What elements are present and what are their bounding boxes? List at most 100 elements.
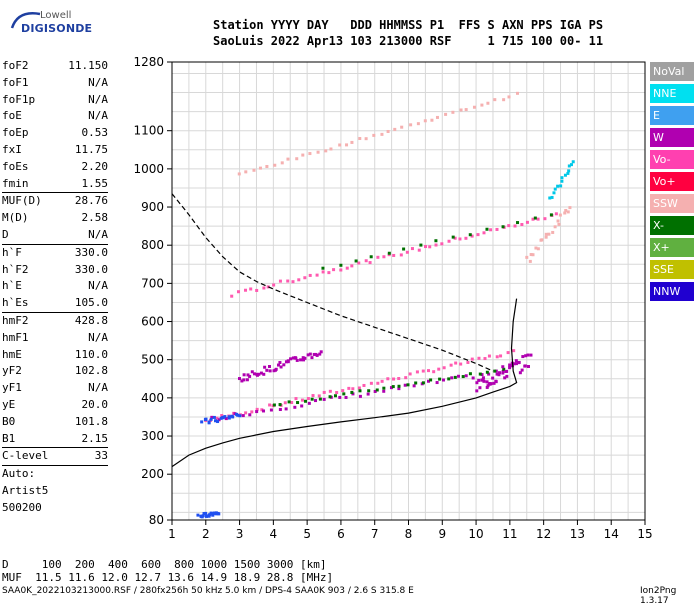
echo-point — [482, 379, 486, 383]
param-value: 330.0 — [74, 245, 108, 259]
echo-point — [502, 98, 506, 102]
echo-point — [421, 369, 425, 373]
param-key: foE — [2, 109, 22, 123]
echo-point — [344, 395, 348, 399]
echo-point — [428, 245, 432, 249]
echo-point — [372, 133, 376, 137]
echo-point — [250, 410, 254, 414]
param-key: foF2 — [2, 59, 29, 72]
echo-point — [272, 403, 276, 407]
legend-item: SSW — [650, 194, 694, 213]
echo-point — [338, 395, 342, 399]
param-row: B0 101.8 — [2, 414, 108, 431]
echo-point — [507, 95, 511, 99]
echo-point — [319, 350, 323, 354]
echo-point — [387, 251, 391, 255]
echo-point — [204, 514, 208, 518]
echo-point — [249, 287, 253, 291]
echo-point — [339, 263, 343, 267]
echo-point — [386, 129, 390, 133]
echo-point — [386, 377, 390, 381]
echo-point — [369, 255, 373, 259]
echo-point — [567, 164, 571, 168]
echo-point — [347, 386, 351, 390]
dashed-profile-curve — [171, 193, 494, 372]
echo-point — [259, 371, 263, 375]
echo-point — [230, 294, 234, 298]
echo-point — [236, 413, 240, 417]
echo-point — [470, 357, 474, 361]
echo-point — [397, 377, 401, 381]
echo-point — [338, 143, 342, 147]
echo-point — [495, 227, 499, 231]
echo-point — [444, 112, 448, 116]
echo-point — [382, 386, 386, 390]
echo-point — [267, 364, 271, 368]
echo-point — [521, 355, 525, 359]
echo-point — [419, 243, 423, 247]
echo-point — [529, 353, 533, 357]
echo-point — [373, 389, 377, 393]
echo-point — [557, 222, 561, 226]
echo-point — [301, 356, 305, 360]
echo-point — [501, 225, 505, 229]
echo-point — [350, 140, 354, 144]
echo-point — [266, 285, 270, 289]
param-key: hmF2 — [2, 313, 29, 327]
echo-point — [451, 110, 455, 114]
echo-point — [397, 387, 401, 391]
echo-point — [548, 196, 552, 200]
param-value: 2.20 — [81, 159, 109, 173]
echo-point — [429, 378, 433, 382]
echo-point — [210, 415, 214, 419]
echo-point — [329, 147, 333, 151]
echo-point — [314, 399, 318, 403]
echo-point — [257, 372, 261, 376]
param-value: N/A — [88, 75, 108, 89]
param-value: 428.8 — [74, 313, 108, 327]
echo-point — [201, 514, 205, 518]
echo-point — [560, 176, 564, 180]
echo-point — [376, 255, 380, 259]
param-row: C-level 33 — [2, 448, 108, 465]
echo-point — [392, 377, 396, 381]
param-value: 28.76 — [74, 194, 108, 208]
echo-point — [393, 127, 397, 131]
echo-point — [224, 417, 228, 421]
x-tick-label: 13 — [570, 527, 585, 541]
param-value: 33 — [94, 449, 108, 463]
echo-point — [544, 235, 548, 239]
x-tick-label: 8 — [405, 527, 413, 541]
param-key: fmin — [2, 176, 29, 190]
param-row: yE 20.0 — [2, 397, 108, 414]
echo-point — [376, 381, 380, 385]
echo-point — [513, 224, 517, 228]
legend-item: NNW — [650, 282, 694, 301]
echo-point — [289, 357, 293, 361]
echo-point — [424, 245, 428, 249]
echo-point — [553, 225, 557, 229]
echo-point — [406, 383, 410, 387]
echo-point — [493, 369, 497, 373]
echo-point — [294, 397, 298, 401]
param-value: 110.0 — [74, 347, 108, 361]
echo-point — [303, 356, 307, 360]
echo-point — [423, 119, 427, 123]
echo-point — [280, 161, 284, 165]
echo-point — [209, 417, 213, 421]
param-row: foF1 N/A — [2, 75, 108, 92]
echo-point — [495, 355, 499, 359]
echo-point — [342, 392, 346, 396]
echo-point — [558, 213, 562, 217]
x-tick-label: 11 — [502, 527, 517, 541]
echo-point — [427, 369, 431, 373]
y-tick-label: 300 — [141, 429, 164, 443]
echo-point — [207, 421, 211, 425]
digisonde-logo: Lowell DIGISONDE — [8, 8, 92, 44]
x-tick-label: 12 — [536, 527, 551, 541]
echo-point — [540, 238, 544, 242]
echo-point — [485, 370, 489, 374]
solid-profile-curve — [171, 298, 518, 468]
x-tick-label: 7 — [371, 527, 379, 541]
echo-point — [559, 184, 563, 188]
